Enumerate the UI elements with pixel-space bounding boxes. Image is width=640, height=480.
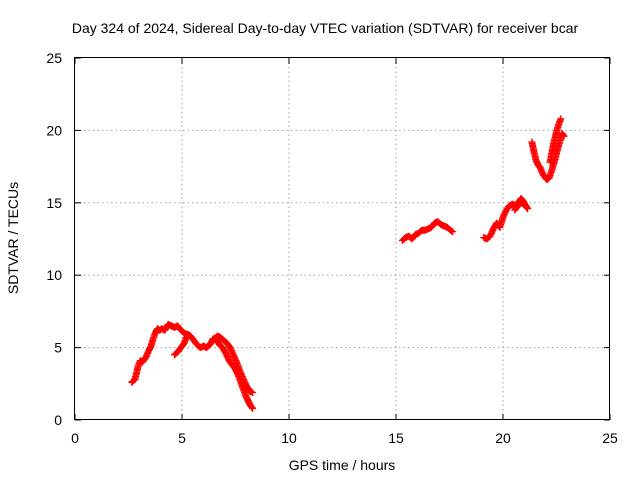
tick-labels: 0 5 10 15 20 25 0 5 10 15 20 25 [46,50,618,446]
data-point [522,202,530,210]
data-points [128,115,568,412]
x-tick-label: 10 [281,430,297,446]
data-point [448,227,456,235]
y-tick-label: 5 [54,340,62,356]
data-point [560,132,568,140]
y-tick-label: 15 [46,195,62,211]
y-tick-label: 20 [46,122,62,138]
x-tick-label: 25 [602,430,618,446]
data-point [249,388,257,396]
y-tick-label: 0 [54,412,62,428]
chart-title: Day 324 of 2024, Sidereal Day-to-day VTE… [72,20,579,36]
x-tick-label: 20 [495,430,511,446]
data-point [184,331,192,339]
y-tick-label: 10 [46,267,62,283]
y-axis-label: SDTVAR / TECUs [5,182,21,294]
grid-lines [75,58,610,420]
axis-ticks [74,57,611,421]
data-point [557,115,565,123]
data-point [248,403,256,411]
plot-frame [74,57,610,420]
data-point [559,131,567,139]
x-tick-label: 15 [388,430,404,446]
x-tick-label: 5 [178,430,186,446]
y-tick-label: 25 [46,50,62,66]
data-point [523,203,531,211]
data-point [184,332,192,340]
x-tick-label: 0 [71,430,79,446]
x-axis-label: GPS time / hours [289,457,396,473]
data-point [449,228,457,236]
data-point [249,404,257,412]
